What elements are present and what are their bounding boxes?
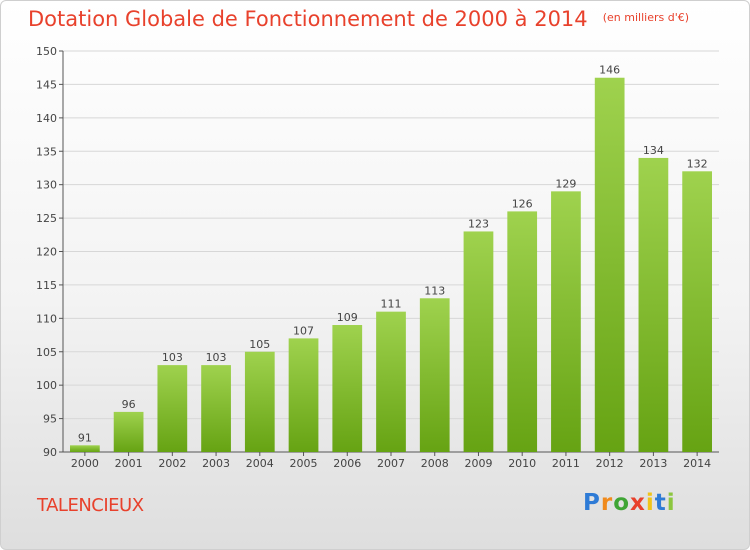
data-label: 107	[293, 324, 314, 337]
x-tick-label: 2014	[683, 457, 711, 470]
data-label: 91	[78, 431, 92, 444]
bar	[376, 311, 406, 452]
y-tick-label: 115	[36, 279, 57, 292]
data-label: 146	[599, 64, 620, 77]
data-label: 111	[381, 298, 402, 311]
x-tick-label: 2013	[639, 457, 667, 470]
proxiti-logo: Proxiti	[583, 490, 676, 516]
x-tick-label: 2011	[552, 457, 580, 470]
y-tick-label: 125	[36, 212, 57, 225]
bar	[638, 157, 669, 452]
commune-name: TALENCIEUX	[37, 495, 144, 516]
bar	[201, 365, 231, 452]
data-label: 134	[643, 144, 664, 157]
data-label: 113	[424, 284, 445, 297]
bar	[463, 231, 494, 452]
x-tick-label: 2005	[290, 457, 318, 470]
x-tick-label: 2006	[333, 457, 361, 470]
x-tick-label: 2001	[115, 457, 143, 470]
x-tick-label: 2004	[246, 457, 274, 470]
data-label: 103	[206, 351, 227, 364]
title-row: Dotation Globale de Fonctionnement de 20…	[28, 7, 689, 31]
y-tick-label: 150	[36, 45, 57, 58]
bar	[419, 298, 450, 452]
bar	[113, 411, 144, 452]
chart-title: Dotation Globale de Fonctionnement de 20…	[28, 7, 588, 31]
y-tick-label: 145	[36, 78, 57, 91]
label-layer: 91 2000 96 2001 103 2002 103 2003 105 2004 107 2005…	[71, 64, 711, 470]
x-tick-label: 2002	[158, 457, 186, 470]
unit-note: (en milliers d'€)	[602, 11, 690, 24]
y-tick-label: 100	[36, 379, 57, 392]
bar	[682, 171, 713, 453]
y-tick-label: 110	[36, 312, 57, 325]
x-tick-label: 2010	[508, 457, 536, 470]
x-tick-label: 2012	[596, 457, 624, 470]
bar	[288, 338, 319, 452]
bar	[551, 191, 581, 452]
axis-layer: 90 95 100 105 110 115 120 125 130 135 140 145 150	[36, 45, 719, 459]
x-tick-label: 2009	[464, 457, 492, 470]
x-tick-label: 2003	[202, 457, 230, 470]
bar	[157, 365, 188, 452]
x-tick-label: 2008	[421, 457, 449, 470]
bar	[332, 325, 363, 452]
y-tick-label: 130	[36, 179, 57, 192]
data-label: 109	[337, 311, 358, 324]
bar	[594, 77, 625, 452]
y-tick-label: 90	[43, 446, 57, 459]
y-tick-label: 120	[36, 246, 57, 259]
data-label: 96	[122, 398, 136, 411]
bar-layer	[69, 77, 713, 453]
bar	[69, 445, 100, 452]
y-tick-label: 105	[36, 346, 57, 359]
data-label: 123	[468, 217, 489, 230]
data-label: 103	[162, 351, 183, 364]
y-tick-label: 140	[36, 112, 57, 125]
x-tick-label: 2000	[71, 457, 99, 470]
data-label: 105	[249, 338, 270, 351]
y-tick-label: 135	[36, 145, 57, 158]
x-tick-label: 2007	[377, 457, 405, 470]
data-label: 129	[555, 177, 576, 190]
y-tick-label: 95	[43, 413, 57, 426]
data-label: 132	[687, 157, 708, 170]
bar	[244, 351, 275, 452]
bar	[507, 211, 538, 452]
data-label: 126	[512, 197, 533, 210]
